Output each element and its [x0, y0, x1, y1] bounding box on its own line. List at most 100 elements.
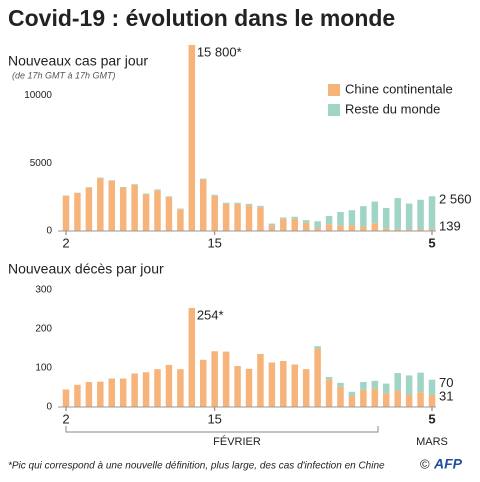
bar: [337, 225, 344, 231]
bar: [337, 386, 344, 407]
y-tick-label: 0: [46, 226, 52, 237]
bar: [119, 187, 127, 231]
bar: [222, 202, 230, 204]
bar: [108, 180, 115, 231]
bar: [394, 373, 401, 391]
bar: [314, 346, 321, 349]
legend-swatch: [328, 104, 340, 116]
y-tick-label: 200: [35, 324, 52, 335]
bar: [360, 206, 367, 227]
bar: [383, 207, 390, 229]
bar: [348, 225, 356, 231]
bar: [108, 180, 115, 181]
bar: [280, 217, 287, 219]
bar: [234, 203, 241, 231]
bar: [337, 211, 344, 226]
bar: [314, 221, 321, 229]
bar: [211, 195, 218, 231]
bar: [314, 348, 321, 407]
bar: [200, 178, 207, 180]
bar: [394, 390, 401, 407]
bar: [428, 229, 436, 231]
bar: [131, 184, 138, 185]
bar: [177, 209, 184, 231]
bar: [268, 223, 276, 226]
bar: [200, 179, 207, 231]
footnote: *Pic qui correspond à une nouvelle défin…: [8, 461, 385, 472]
bar: [131, 184, 138, 231]
bar: [383, 228, 390, 231]
bar: [280, 218, 287, 231]
bar: [371, 388, 379, 407]
bar: [417, 372, 424, 393]
bar: [428, 379, 436, 395]
bar: [257, 207, 264, 231]
month-label: MARS: [416, 436, 448, 448]
bar: [405, 394, 413, 407]
bar: [405, 229, 413, 231]
bar: [325, 379, 333, 407]
bar: [268, 225, 276, 231]
bar: [154, 189, 161, 191]
bar: [211, 351, 218, 407]
x-tick-label: 2: [62, 411, 69, 426]
bars: [62, 307, 436, 407]
end-label: 139: [439, 218, 461, 233]
bar: [142, 193, 150, 195]
bar: [131, 373, 138, 407]
bar: [417, 229, 424, 231]
end-label: 31: [439, 388, 453, 403]
bar: [74, 384, 81, 407]
bar: [165, 196, 173, 198]
y-tick-label: 5000: [30, 158, 53, 169]
bar: [291, 216, 298, 219]
bar: [383, 393, 390, 407]
bar: [188, 307, 196, 407]
bar: [325, 376, 333, 380]
bar: [177, 208, 184, 210]
bar: [245, 203, 253, 206]
note: (de 17h GMT à 17h GMT): [12, 70, 116, 80]
bar: [405, 375, 413, 395]
bar: [302, 222, 310, 231]
bar: [417, 199, 424, 230]
x-tick-label: 15: [207, 235, 221, 250]
bar: [360, 226, 367, 231]
bar: [348, 391, 356, 396]
y-tick-label: 0: [46, 402, 52, 413]
copyright: ©: [420, 456, 430, 471]
bar: [222, 203, 230, 231]
y-tick-label: 10000: [24, 90, 52, 101]
bar: [257, 205, 264, 208]
bar: [234, 366, 241, 407]
bar: [291, 218, 298, 231]
bar: [165, 364, 173, 407]
bar: [177, 369, 184, 407]
bar: [97, 381, 104, 407]
y-tick-label: 300: [35, 285, 52, 296]
x-tick-label: 2: [62, 235, 69, 250]
bar: [85, 187, 93, 231]
bar: [119, 187, 127, 188]
end-label: 70: [439, 375, 453, 390]
peak-label: 254*: [197, 307, 224, 322]
bar: [428, 394, 436, 407]
x-tick-label: 5: [428, 235, 435, 250]
bar: [371, 223, 379, 231]
bar: [85, 382, 93, 407]
legend-label: Chine continentale: [345, 81, 453, 96]
bar: [154, 369, 161, 407]
subtitle: Nouveaux décès par jour: [8, 261, 164, 277]
month-label: FÉVRIER: [213, 435, 261, 448]
peak-label: 15 800*: [197, 44, 242, 59]
title: Covid-19 : évolution dans le monde: [8, 5, 395, 31]
bar: [108, 378, 115, 407]
legend-swatch: [328, 84, 340, 96]
bar: [417, 392, 424, 407]
bar: [200, 359, 207, 407]
bars: [62, 45, 436, 232]
logo: AFP: [433, 456, 463, 472]
bar: [119, 378, 127, 407]
bar: [371, 201, 379, 224]
